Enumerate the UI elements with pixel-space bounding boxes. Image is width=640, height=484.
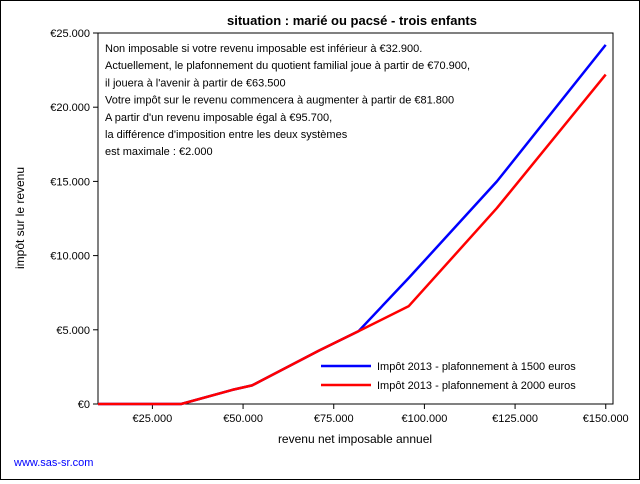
x-tick-label: €75.000 <box>314 413 354 425</box>
x-axis: €25.000 €50.000 €75.000 €100.000 €125.000 €15… <box>133 404 629 425</box>
chart-title: situation : marié ou pacsé - trois enfan… <box>227 13 477 28</box>
legend-label: Impôt 2013 - plafonnement à 2000 euros <box>377 380 576 392</box>
y-tick-label: €15.000 <box>50 176 90 188</box>
x-tick-label: €125.000 <box>492 413 538 425</box>
x-tick-label: €100.000 <box>401 413 447 425</box>
x-axis-label: revenu net imposable annuel <box>278 432 432 446</box>
series-lines <box>98 44 607 406</box>
series-line-2 <box>98 73 607 406</box>
x-tick-label: €150.000 <box>583 413 629 425</box>
footer-url-link[interactable]: www.sas-sr.com <box>13 457 93 469</box>
plot-area <box>97 32 614 405</box>
y-tick-label: €10.000 <box>50 251 90 263</box>
x-tick-label: €50.000 <box>223 413 263 425</box>
y-tick-label: €20.000 <box>50 102 90 114</box>
annotation-line: Non imposable si votre revenu imposable … <box>105 43 422 55</box>
x-tick-label: €25.000 <box>133 413 173 425</box>
y-axis-label: impôt sur le revenu <box>13 167 27 269</box>
y-tick-label: €25.000 <box>50 28 90 40</box>
y-tick-label: €5.000 <box>56 325 90 337</box>
legend-label: Impôt 2013 - plafonnement à 1500 euros <box>377 361 576 373</box>
annotation-line: Actuellement, le plafonnement du quotien… <box>105 60 470 72</box>
y-tick-label: €0 <box>78 399 90 411</box>
annotation-line: A partir d'un revenu imposable égal à €9… <box>105 112 332 124</box>
annotation-line: la différence d'imposition entre les deu… <box>105 129 348 141</box>
annotation-line: est maximale : €2.000 <box>105 146 213 158</box>
y-axis: €0 €5.000 €10.000 €15.000 €20.000 €25.000 <box>50 28 98 411</box>
annotation-text: Non imposable si votre revenu imposable … <box>105 43 470 158</box>
annotation-line: il jouera à l'avenir à partir de €63.500 <box>105 77 286 89</box>
legend: Impôt 2013 - plafonnement à 1500 euros Im… <box>321 361 576 392</box>
annotation-line: Votre impôt sur le revenu commencera à a… <box>105 95 454 107</box>
